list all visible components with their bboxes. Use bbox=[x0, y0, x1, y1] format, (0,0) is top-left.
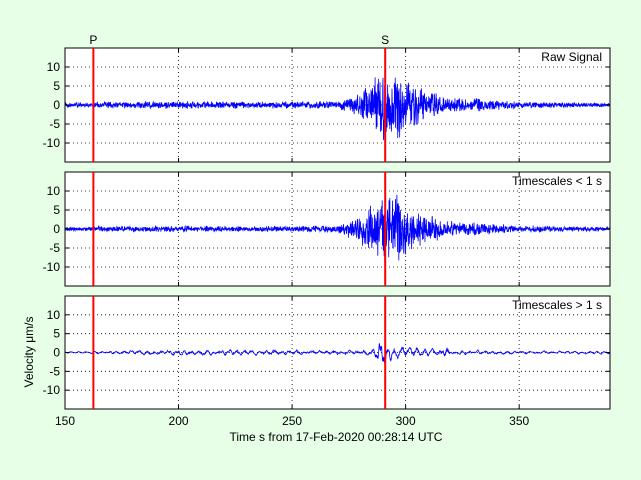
x-tick-label: 250 bbox=[282, 414, 302, 428]
panel-label: Timescales > 1 s bbox=[512, 298, 602, 312]
panel-label: Raw Signal bbox=[541, 50, 602, 64]
x-tick-label: 150 bbox=[55, 414, 75, 428]
y-axis-label: Velocity μm/s bbox=[22, 317, 36, 388]
panels: 10 5 0 -5 -10 Raw Signal 10 5 0 -5 -10 Timescales <… bbox=[43, 47, 611, 410]
plot-frame bbox=[64, 171, 611, 287]
y-tick-label: 10 bbox=[47, 308, 61, 322]
plot-frame bbox=[64, 47, 611, 163]
plot-frame bbox=[64, 295, 611, 410]
panel-label: Timescales < 1 s bbox=[512, 174, 602, 188]
y-tick-label: 5 bbox=[53, 203, 60, 217]
y-tick-label: -5 bbox=[49, 364, 60, 378]
phase-label-s: S bbox=[381, 33, 389, 47]
ticks bbox=[64, 48, 610, 162]
x-tick-label: 300 bbox=[396, 414, 416, 428]
x-tick-label: 200 bbox=[169, 414, 189, 428]
y-tick-label: -10 bbox=[43, 260, 61, 274]
y-tick-label: 0 bbox=[53, 222, 60, 236]
y-tick-label: -5 bbox=[49, 241, 60, 255]
waveform-series bbox=[65, 194, 610, 268]
y-tick-label: 5 bbox=[53, 79, 60, 93]
y-tick-label: -5 bbox=[49, 117, 60, 131]
y-tick-label: 0 bbox=[53, 98, 60, 112]
x-axis-label: Time s from 17-Feb-2020 00:28:14 UTC bbox=[230, 430, 443, 444]
y-tick-label: 5 bbox=[53, 327, 60, 341]
y-tick-label: -10 bbox=[43, 383, 61, 397]
waveform-series bbox=[65, 77, 610, 141]
y-tick-label: 10 bbox=[47, 184, 61, 198]
y-tick-label: -10 bbox=[43, 136, 61, 150]
ticks bbox=[64, 172, 610, 286]
panel-2: 10 5 0 -5 -10 Timescales < 1 s bbox=[43, 171, 611, 287]
panel-1: 10 5 0 -5 -10 Raw Signal bbox=[43, 47, 611, 163]
x-axis: 150 200 250 300 350 bbox=[55, 414, 530, 428]
phase-label-p: P bbox=[89, 33, 97, 47]
x-tick-label: 350 bbox=[509, 414, 529, 428]
panel-3: 10 5 0 -5 -10 Timescales > 1 s bbox=[43, 295, 611, 410]
y-tick-label: 0 bbox=[53, 346, 60, 360]
y-tick-label: 10 bbox=[47, 60, 61, 74]
waveform-series bbox=[65, 343, 610, 365]
